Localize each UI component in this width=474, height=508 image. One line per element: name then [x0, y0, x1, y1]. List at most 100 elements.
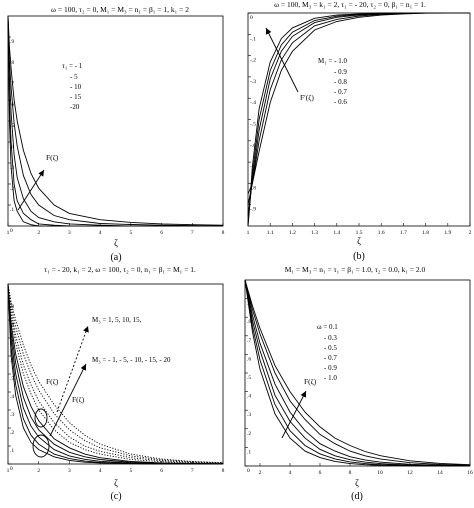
x-tick-label: 7	[191, 468, 194, 474]
y-tick-label: .1	[10, 448, 14, 454]
y-tick-label: .8	[10, 322, 14, 328]
panel-a-plot-frame	[7, 15, 224, 227]
series-line-solid	[7, 283, 223, 465]
panel-c-legend-item: M₃ = 1, 5, 10, 15,	[92, 316, 142, 324]
series-line-solid	[7, 283, 224, 465]
panel-a-title: ω = 100, τ₂ = 0, M₁ = M₃ = n₁ = β₁ = 1, …	[51, 5, 189, 14]
series-line	[247, 12, 470, 216]
x-tick-label: 1.1	[267, 230, 274, 236]
panel-d-legend-item: - 1.0	[324, 374, 337, 382]
series-line	[247, 12, 470, 227]
series-line-dotted	[7, 283, 224, 464]
x-tick-label: 12	[407, 470, 413, 476]
panel-c-caption: (c)	[110, 491, 121, 502]
y-tick-label: .5	[247, 375, 251, 381]
y-tick-label: .3	[247, 412, 251, 418]
x-tick-label: 4	[99, 230, 102, 236]
x-tick-label: 1	[7, 468, 10, 474]
panel-c-legend-item: M₃ = - 1, - 5, - 10, - 15, - 20	[92, 356, 171, 364]
y-tick-label: .2	[10, 186, 14, 192]
y-tick-label: .4	[10, 394, 14, 400]
panel-b-series	[247, 12, 470, 227]
x-tick-label: 1.9	[444, 230, 451, 236]
y-tick-label: 0	[247, 468, 250, 474]
y-tick-label: 0	[250, 15, 253, 21]
y-tick-label: .3	[10, 412, 14, 418]
x-tick-label: 8	[222, 230, 225, 236]
panel-a-legend-item: -20	[70, 103, 80, 111]
y-tick-label: -.8	[250, 185, 256, 191]
x-tick-label: 3	[68, 230, 71, 236]
x-tick-label: 1.7	[400, 230, 407, 236]
y-tick-label: 0	[10, 228, 13, 234]
x-tick-label: 2	[37, 230, 40, 236]
panel-a-ticks: 1 2 3 4 5 6 7 80.1.2.3.4.5.6.7.8.9	[7, 36, 225, 236]
y-tick-label: .5	[10, 376, 14, 382]
panel-b-legend-item: - 0.7	[334, 88, 347, 96]
panel-d-legend-item: - 0.5	[324, 344, 337, 352]
series-line-solid	[7, 283, 224, 465]
x-tick-label: 2	[469, 230, 472, 236]
y-tick-label: -.5	[250, 122, 256, 128]
x-tick-label: 2	[259, 470, 262, 476]
series-line	[244, 279, 471, 466]
panel-b-xlabel: ζ	[357, 236, 361, 246]
panel-a-series	[7, 15, 224, 227]
panel-d-legend-item: - 0.7	[324, 354, 337, 362]
panel-b-title: ω = 100, M₃ = k₁ = 2, τ₁ = - 20, τ₂ = 0,…	[274, 0, 426, 9]
y-tick-label: .4	[247, 394, 251, 400]
series-line	[244, 279, 471, 467]
x-tick-label: 1.2	[289, 230, 296, 236]
series-line	[244, 279, 471, 467]
series-line	[247, 12, 470, 195]
series-line	[7, 15, 223, 227]
panel-d-xlabel: ζ	[355, 478, 359, 488]
y-tick-label: .1	[10, 207, 14, 213]
x-tick-label: 6	[160, 468, 163, 474]
panel-b: ω = 100, M₃ = k₁ = 2, τ₁ = - 20, τ₂ = 0,…	[247, 0, 472, 262]
y-tick-label: -.4	[250, 100, 256, 106]
panel-d-caption: (d)	[351, 491, 363, 502]
y-tick-label: -.6	[250, 143, 256, 149]
panel-a-caption: (a)	[110, 252, 121, 263]
panel-c-series	[7, 283, 224, 465]
panel-b-annotation: F′(ζ)	[300, 93, 314, 102]
y-tick-label: .3	[10, 165, 14, 171]
panel-c-title: τ₁ = - 20, k₁ = 2, ω = 100, τ₂ = 0, n₁ =…	[44, 265, 196, 274]
panel-a-legend-item: - 5	[70, 73, 78, 81]
series-line-solid	[7, 283, 224, 465]
x-tick-label: 2	[37, 468, 40, 474]
series-line	[247, 12, 470, 205]
panel-b-legend-title: M₁ = - 1.0	[318, 57, 347, 65]
x-tick-label: 1.6	[378, 230, 385, 236]
y-tick-label: .9	[10, 39, 14, 45]
panel-a-annotation: F(ζ)	[46, 153, 59, 162]
panel-b-legend-item: - 0.6	[334, 98, 347, 106]
series-line	[7, 15, 223, 227]
x-tick-label: 4	[289, 470, 292, 476]
x-tick-label: 8	[222, 468, 225, 474]
y-tick-label: .6	[10, 358, 14, 364]
series-line	[244, 279, 471, 466]
panel-d-legend-item: - 0.3	[324, 334, 337, 342]
panel-d-legend-title: ω = 0.1	[317, 323, 338, 331]
panel-a-legend-item: - 10	[70, 83, 82, 91]
y-tick-label: .7	[247, 338, 251, 344]
y-tick-label: .2	[10, 430, 14, 436]
panel-d-annotation: F(ζ)	[304, 377, 317, 386]
panel-d: M₁ = M₃ = n₁ = τ₁ = β₁ = 1.0, τ₂ = 0.0, …	[244, 265, 473, 502]
y-tick-label: -.2	[250, 58, 256, 64]
panel-c-dotted-ellipse	[34, 408, 48, 428]
series-line-dotted	[7, 283, 224, 464]
panel-a-legend-item: - 15	[70, 93, 82, 101]
series-line-solid	[7, 283, 223, 465]
series-line	[7, 15, 223, 227]
y-tick-label: -.9	[250, 207, 256, 213]
panel-a: ω = 100, τ₂ = 0, M₁ = M₃ = n₁ = β₁ = 1, …	[7, 5, 225, 263]
panel-c-annotation: F(ζ)	[72, 395, 85, 404]
panel-c: τ₁ = - 20, k₁ = 2, ω = 100, τ₂ = 0, n₁ =…	[7, 265, 225, 502]
x-tick-label: 1.8	[422, 230, 429, 236]
x-tick-label: 14	[437, 470, 443, 476]
x-tick-label: 6	[160, 230, 163, 236]
